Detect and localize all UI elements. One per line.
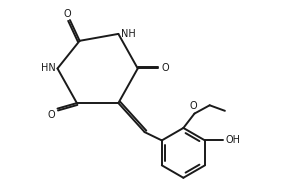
- Text: O: O: [162, 63, 169, 73]
- Text: HN: HN: [40, 63, 55, 73]
- Text: NH: NH: [121, 29, 135, 39]
- Text: O: O: [47, 110, 55, 120]
- Text: O: O: [190, 101, 198, 111]
- Text: OH: OH: [225, 135, 240, 145]
- Text: O: O: [64, 9, 72, 19]
